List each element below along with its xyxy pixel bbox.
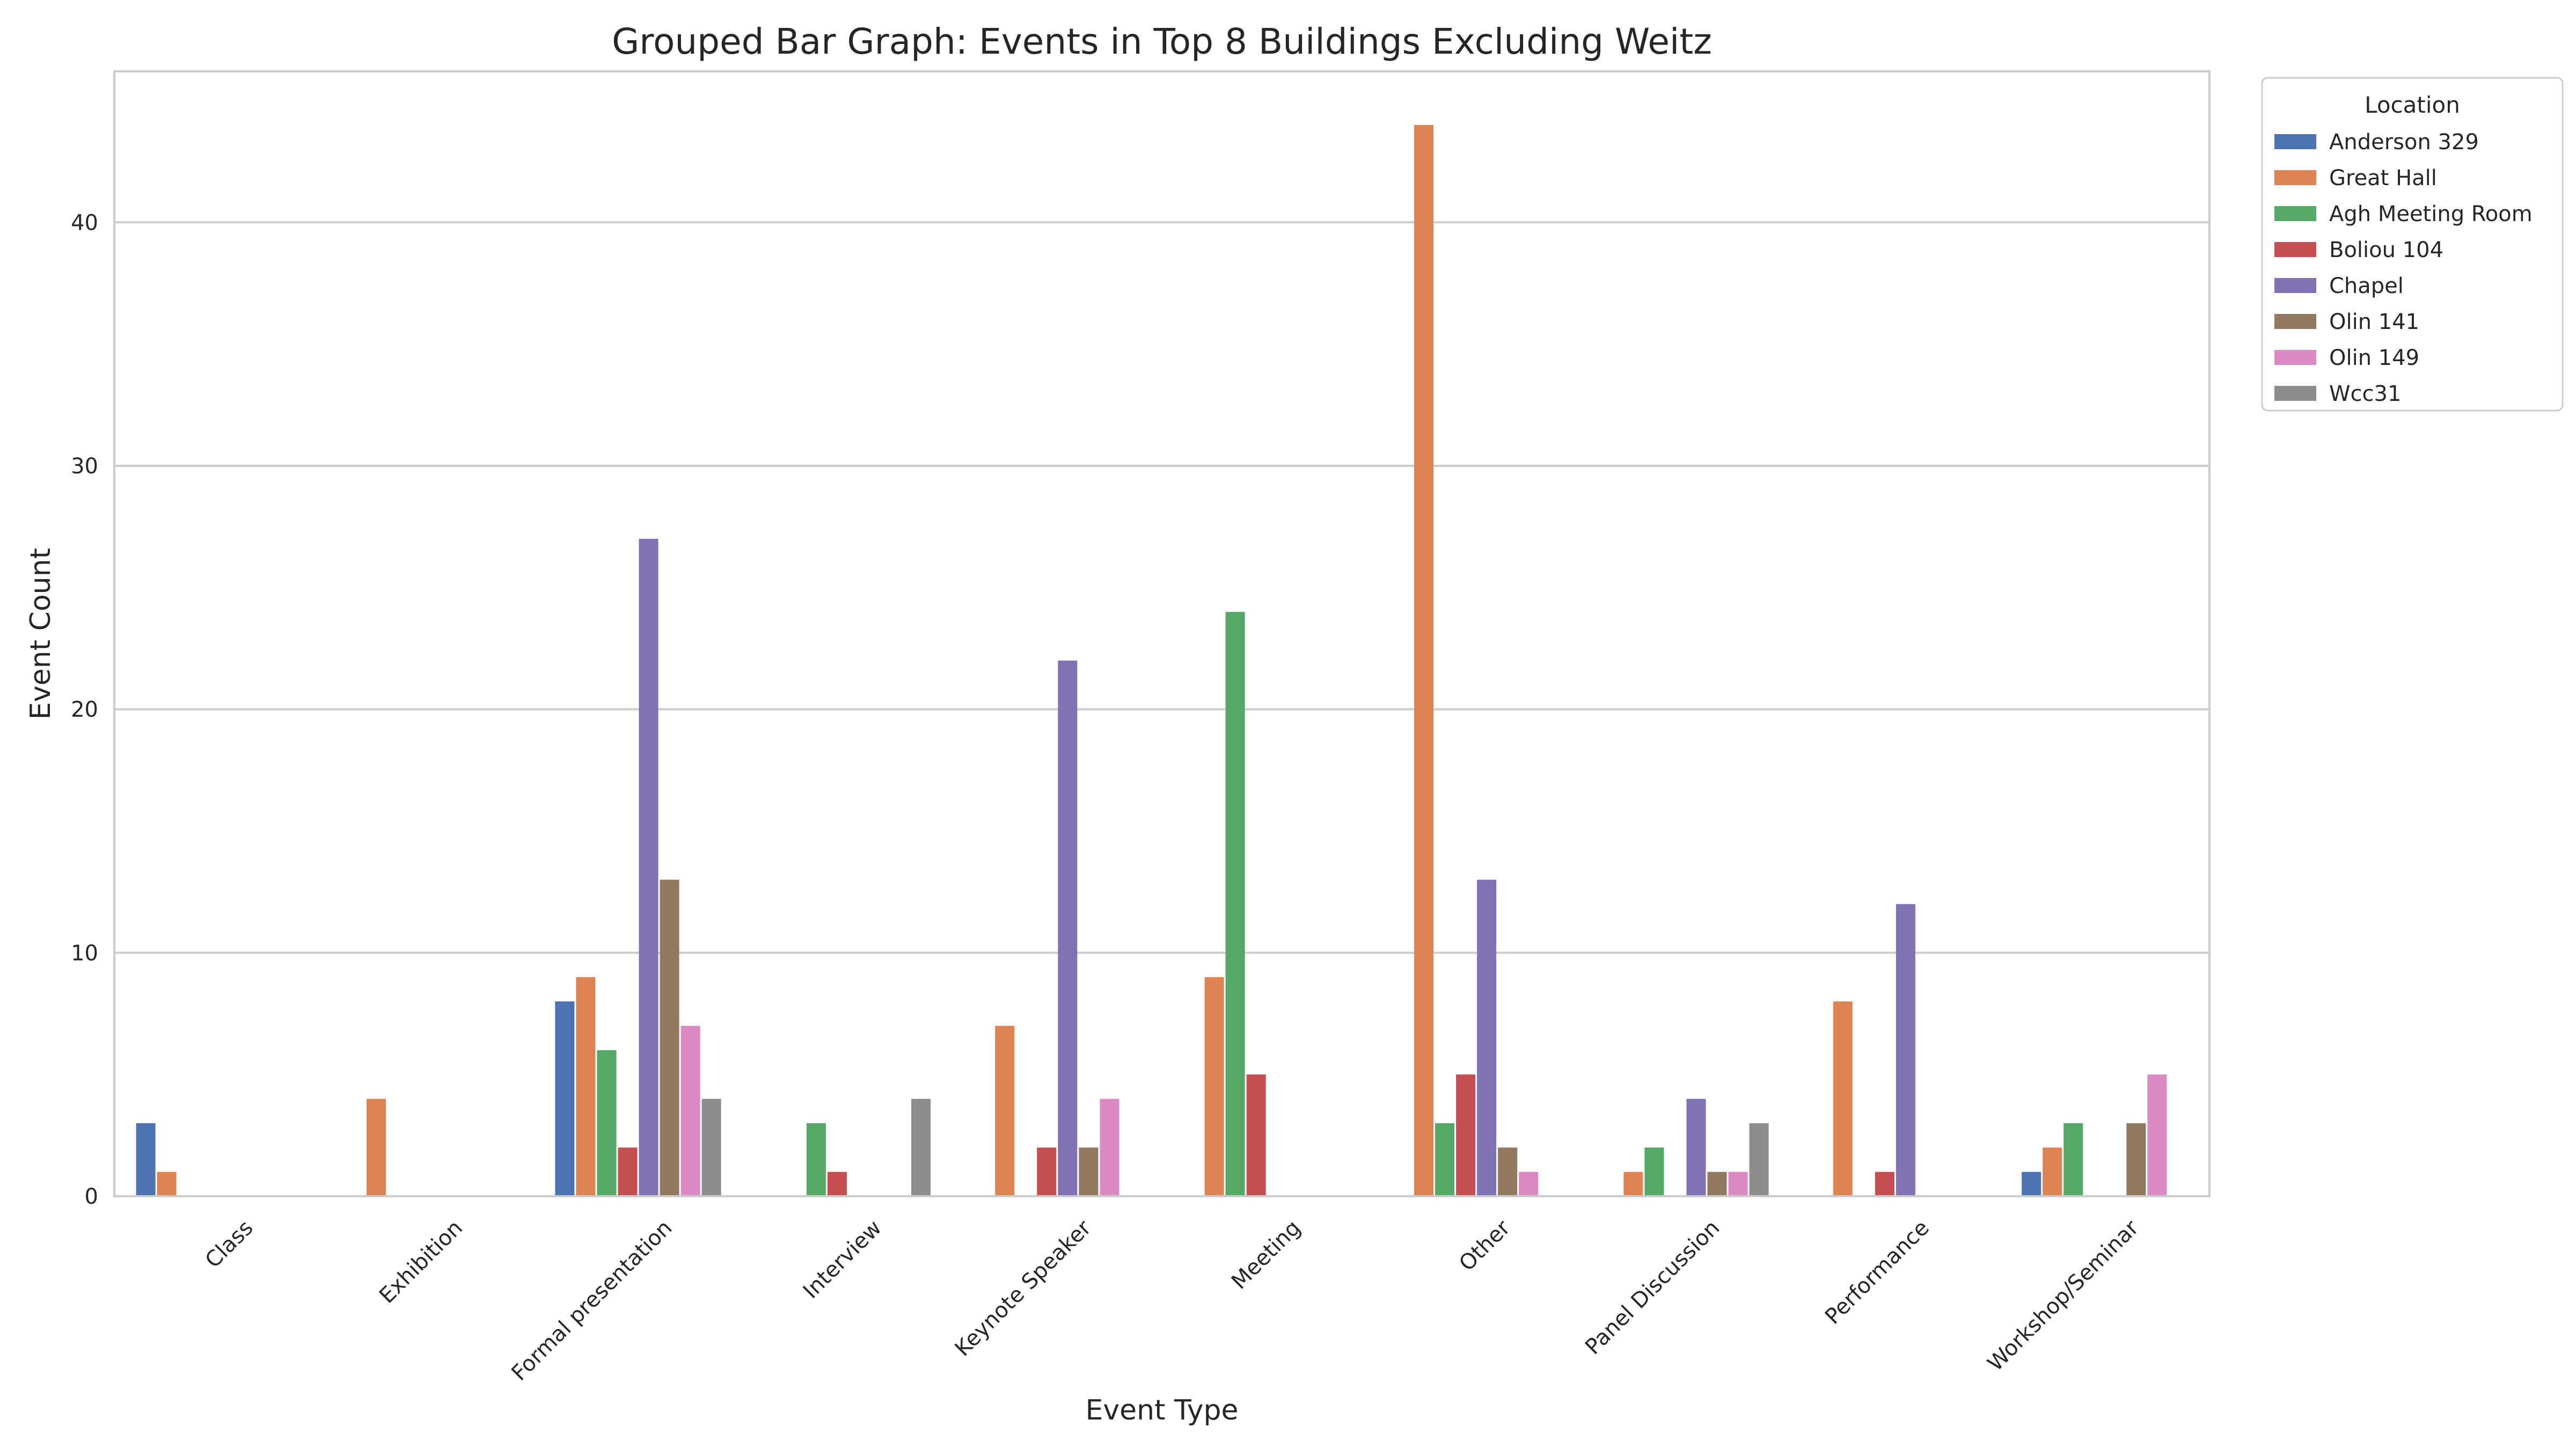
bar <box>1707 1172 1727 1196</box>
legend-entry-label: Great Hall <box>2329 166 2437 191</box>
bar <box>639 539 658 1196</box>
bar <box>2063 1123 2083 1196</box>
plot-frame <box>113 70 2211 1197</box>
bar <box>597 1050 617 1196</box>
legend-swatch <box>2274 278 2316 293</box>
legend-swatch <box>2274 206 2316 221</box>
bar <box>576 977 596 1196</box>
bar <box>1058 660 1078 1196</box>
bar <box>911 1099 931 1196</box>
bar <box>1225 612 1245 1196</box>
legend: Location Anderson 329 Great Hall Agh Meeti… <box>2261 77 2564 412</box>
bar <box>157 1172 177 1196</box>
y-tick-label: 20 <box>71 698 98 722</box>
bar <box>1875 1172 1894 1196</box>
legend-swatch <box>2274 134 2316 149</box>
bar <box>1833 1001 1853 1196</box>
bar <box>366 1099 386 1196</box>
legend-entry-label: Boliou 104 <box>2329 238 2443 262</box>
bar <box>1037 1147 1057 1196</box>
bar <box>660 880 679 1196</box>
legend-entry-label: Anderson 329 <box>2329 130 2479 155</box>
bar <box>618 1147 638 1196</box>
bar <box>2126 1123 2146 1196</box>
bar <box>2022 1172 2041 1196</box>
bar <box>995 1026 1015 1196</box>
bar <box>827 1172 847 1196</box>
bar <box>806 1123 826 1196</box>
legend-entry-label: Olin 149 <box>2329 346 2419 370</box>
bar <box>1204 977 1224 1196</box>
bar <box>1435 1123 1455 1196</box>
bar-marks <box>136 125 2167 1196</box>
bar <box>1100 1099 1119 1196</box>
bar <box>136 1123 156 1196</box>
bar <box>1477 880 1497 1196</box>
bar <box>1079 1147 1099 1196</box>
bar <box>2147 1074 2167 1196</box>
bar <box>1246 1074 1266 1196</box>
y-tick-label: 10 <box>71 941 98 965</box>
y-axis-label: Event Count <box>25 548 57 720</box>
legend-title: Location <box>2365 92 2460 118</box>
legend-swatch <box>2274 314 2316 329</box>
chart-title: Grouped Bar Graph: Events in Top 8 Build… <box>612 21 1712 62</box>
legend-swatch <box>2274 242 2316 257</box>
x-axis-label: Event Type <box>1086 1394 1239 1426</box>
bar <box>701 1099 721 1196</box>
bar <box>1749 1123 1769 1196</box>
bar <box>680 1026 700 1196</box>
bar <box>555 1001 575 1196</box>
y-tick-labels: 0 10 20 30 40 <box>71 210 98 1209</box>
legend-entry-label: Wcc31 <box>2329 382 2401 406</box>
bar <box>1414 125 1434 1196</box>
bar <box>1623 1172 1643 1196</box>
legend-box <box>2261 77 2564 412</box>
legend-swatch <box>2274 386 2316 401</box>
bar <box>1896 904 1915 1196</box>
legend-swatch <box>2274 170 2316 185</box>
bar <box>1644 1147 1664 1196</box>
bar <box>1498 1147 1518 1196</box>
bar <box>1519 1172 1539 1196</box>
legend-entry-label: Olin 141 <box>2329 310 2419 334</box>
legend-swatch <box>2274 350 2316 365</box>
bar <box>1686 1099 1706 1196</box>
y-tick-label: 0 <box>85 1184 98 1209</box>
legend-entry-label: Chapel <box>2329 274 2404 298</box>
bar <box>1456 1074 1476 1196</box>
bar <box>2043 1147 2062 1196</box>
legend-entry-label: Agh Meeting Room <box>2329 202 2533 226</box>
bar <box>1728 1172 1748 1196</box>
y-gridlines <box>114 221 2209 954</box>
y-tick-label: 40 <box>71 210 98 235</box>
y-tick-label: 30 <box>71 454 98 479</box>
